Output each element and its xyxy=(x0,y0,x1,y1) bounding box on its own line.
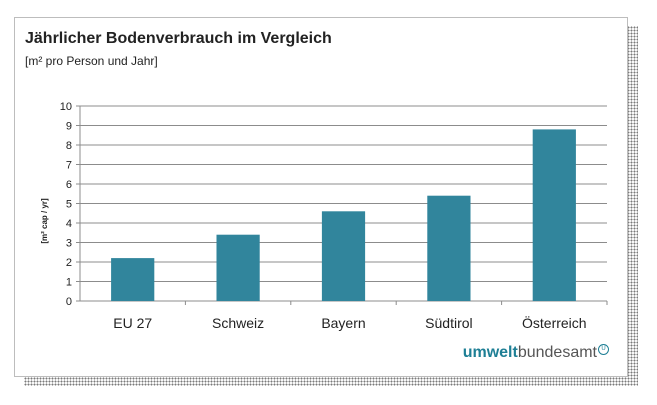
y-tick-label: 1 xyxy=(66,277,72,289)
y-tick-label: 10 xyxy=(60,101,72,113)
x-tick-label: Bayern xyxy=(321,315,365,331)
chart-title: Jährlicher Bodenverbrauch im Vergleich xyxy=(25,30,332,47)
x-tick-label: EU 27 xyxy=(113,315,152,331)
bar-schweiz xyxy=(216,234,260,301)
bar-chart: 0 1 2 3 4 5 6 7 8 9 10 EU 27 Schweiz Bayern Südtirol Ö… xyxy=(40,101,608,331)
x-tick-label: Österreich xyxy=(522,314,587,331)
x-tick-labels: EU 27 Schweiz Bayern Südtirol Österreich xyxy=(113,314,586,331)
logo-mark-icon: U xyxy=(598,344,609,355)
x-tick-label: Schweiz xyxy=(212,315,264,331)
y-tick-label: 5 xyxy=(66,199,72,211)
y-tick-labels: 0 1 2 3 4 5 6 7 8 9 10 xyxy=(60,101,72,308)
logo-text-bundesamt: bundesamt xyxy=(517,344,597,361)
y-tick-label: 0 xyxy=(66,296,72,308)
chart-card: Jährlicher Bodenverbrauch im Vergleich [… xyxy=(14,17,628,377)
logo-text-umwelt: umwelt xyxy=(462,344,518,361)
bar-bayern xyxy=(321,211,366,301)
y-tick-label: 2 xyxy=(66,257,72,269)
bar--sterreich xyxy=(532,129,576,301)
y-tick-label: 6 xyxy=(66,179,72,191)
y-tick-label: 7 xyxy=(66,160,72,172)
y-tick-label: 3 xyxy=(66,238,72,250)
x-tick-label: Südtirol xyxy=(425,315,472,331)
chart-subtitle: [m² pro Person und Jahr] xyxy=(25,54,158,68)
y-tick-label: 9 xyxy=(66,121,72,133)
bar-s-dtirol xyxy=(427,195,471,301)
y-tick-label: 4 xyxy=(66,218,72,230)
umweltbundesamt-logo: umweltbundesamt U xyxy=(463,344,609,362)
bar-eu-27 xyxy=(111,258,155,301)
y-axis-label: [m² cap / yr] xyxy=(40,198,49,244)
y-tick-label: 8 xyxy=(66,140,72,152)
bars xyxy=(111,129,576,301)
